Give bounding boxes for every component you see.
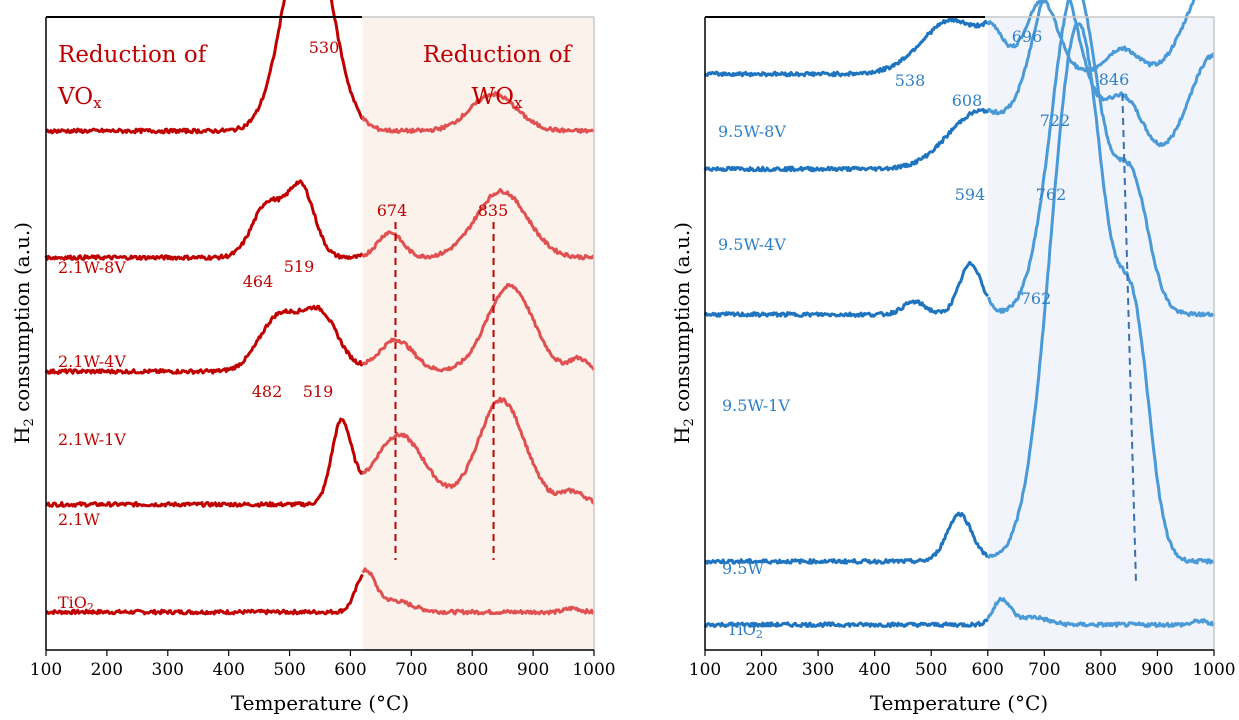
right-ylabel-main: H <box>670 427 694 444</box>
left-series-label-2-1w: 2.1W <box>58 510 100 529</box>
left-panel: 100 200 300 400 500 600 700 800 900 1000 Reductio… <box>10 0 616 715</box>
x-tick-label: 300 <box>152 660 184 680</box>
x-tick-label: 800 <box>456 660 488 680</box>
left-peak-label-482: 482 <box>252 382 283 401</box>
left-region-label-vox-line1: Reduction of <box>58 42 208 68</box>
left-peak-label-519-1v: 519 <box>303 382 334 401</box>
right-series-label-9-5w: 9.5W <box>722 559 764 578</box>
right-dashed-guides <box>1121 93 1137 583</box>
series-line-9-5w-1v <box>703 260 989 318</box>
right-high-temp-shaded-region <box>987 17 1214 650</box>
left-series-label-tio2: TiO2 <box>58 593 94 614</box>
x-tick-label: 900 <box>1141 660 1173 680</box>
right-series-lines <box>703 0 1216 629</box>
series-line-tio <box>45 573 364 616</box>
right-series-label-9-5w-4v: 9.5W-4V <box>718 235 786 254</box>
series-line-9-5w-high-temp <box>987 22 1216 565</box>
right-peak-label-846: 846 <box>1099 70 1130 89</box>
x-tick-label: 100 <box>689 660 721 680</box>
right-panel: 100 200 300 400 500 600 700 800 900 1000 TiO2 9.5… <box>670 0 1236 715</box>
series-line-9-5w-8v-high-temp <box>986 0 1196 73</box>
left-wox-shaded-region <box>362 17 594 650</box>
right-peak-label-594: 594 <box>955 185 986 204</box>
x-tick-label: 700 <box>395 660 427 680</box>
left-peak-label-674: 674 <box>377 201 408 220</box>
left-region-label-wox-line2: WOx <box>472 84 524 112</box>
left-peak-label-530: 530 <box>309 38 340 57</box>
right-peak-label-696: 696 <box>1012 27 1043 46</box>
left-ylabel-rest: consumption (a.u.) <box>10 222 34 418</box>
left-tio2-sub: 2 <box>87 601 94 614</box>
x-tick-label: 200 <box>91 660 123 680</box>
right-tio2-main: TiO <box>727 620 756 639</box>
series-line-2-1w-high-temp <box>361 396 595 505</box>
x-tick-label: 400 <box>212 660 244 680</box>
series-line-2-1w-4v-high-temp <box>361 188 595 261</box>
left-dashed-guides <box>394 222 495 560</box>
right-ylabel-rest: consumption (a.u.) <box>670 222 694 418</box>
right-series-label-9-5w-1v: 9.5W-1V <box>722 396 790 415</box>
x-tick-label: 500 <box>915 660 947 680</box>
series-line-tio <box>704 618 989 629</box>
right-tio2-sub: 2 <box>756 628 763 641</box>
left-series-label-2-1w-1v: 2.1W-1V <box>58 430 126 449</box>
x-tick-label: 600 <box>972 660 1004 680</box>
wox-sub: x <box>514 94 523 112</box>
left-x-ticks: 100 200 300 400 500 600 700 800 900 1000 <box>30 650 616 680</box>
left-series-label-2-1w-4v: 2.1W-4V <box>58 352 126 371</box>
left-x-axis-label: Temperature (°C) <box>231 691 409 715</box>
left-series-lines <box>44 0 596 616</box>
right-peak-label-608: 608 <box>952 91 983 110</box>
left-peak-label-835: 835 <box>478 201 509 220</box>
x-tick-label: 1000 <box>1192 660 1235 680</box>
series-line-2-1w <box>45 417 364 508</box>
x-tick-label: 800 <box>1085 660 1117 680</box>
x-tick-label: 300 <box>802 660 834 680</box>
x-tick-label: 1000 <box>572 660 615 680</box>
right-x-ticks: 100 200 300 400 500 600 700 800 900 1000 <box>689 650 1236 680</box>
x-tick-label: 200 <box>745 660 777 680</box>
left-ylabel-sub: 2 <box>22 418 37 426</box>
x-tick-label: 900 <box>517 660 549 680</box>
left-y-axis-label: H2 consumption (a.u.) <box>10 222 37 444</box>
right-peak-label-538: 538 <box>895 71 926 90</box>
right-x-axis-label: Temperature (°C) <box>870 691 1048 715</box>
series-line-2-1w-1v <box>44 304 364 375</box>
left-series-label-2-1w-8v: 2.1W-8V <box>58 258 126 277</box>
wox-main: WO <box>472 84 515 110</box>
series-line-9-5w-4v-high-temp <box>986 0 1215 148</box>
series-line-tio-high-temp <box>361 567 596 616</box>
left-peak-label-464: 464 <box>243 272 274 291</box>
right-series-label-9-5w-8v: 9.5W-8V <box>718 122 786 141</box>
left-region-label-wox-line1: Reduction of <box>423 42 573 68</box>
series-line-tio-high-temp <box>986 596 1216 628</box>
series-line-9-5w-1v-high-temp <box>986 0 1216 318</box>
x-tick-label: 500 <box>273 660 305 680</box>
series-line-2-1w-8v-high-temp <box>361 91 596 134</box>
x-tick-label: 600 <box>334 660 366 680</box>
right-y-axis-label: H2 consumption (a.u.) <box>670 222 697 444</box>
series-line-2-1w-8v <box>45 0 364 135</box>
left-ylabel-main: H <box>10 427 34 444</box>
series-line-9-5w <box>704 511 989 565</box>
left-peak-label-519-4v: 519 <box>284 257 315 276</box>
x-tick-label: 100 <box>30 660 62 680</box>
right-peak-label-722: 722 <box>1040 111 1071 130</box>
right-peak-label-762-4v: 762 <box>1036 185 1067 204</box>
right-ylabel-sub: 2 <box>682 418 697 426</box>
right-series-label-tio2: TiO2 <box>727 620 763 641</box>
right-peak-label-762-1v: 762 <box>1021 289 1052 308</box>
x-tick-label: 700 <box>1028 660 1060 680</box>
vox-main: VO <box>57 84 93 110</box>
series-line-2-1w-4v <box>44 179 364 261</box>
x-tick-label: 400 <box>858 660 890 680</box>
peak-guide-dashed-line <box>1121 93 1137 583</box>
left-region-label-vox-line2: VOx <box>57 84 102 112</box>
series-line-9-5w-4v <box>703 107 990 173</box>
series-line-2-1w-1v-high-temp <box>361 283 596 373</box>
left-tio2-main: TiO <box>58 593 87 612</box>
vox-sub: x <box>93 94 102 112</box>
series-line-9-5w-8v <box>703 17 989 78</box>
